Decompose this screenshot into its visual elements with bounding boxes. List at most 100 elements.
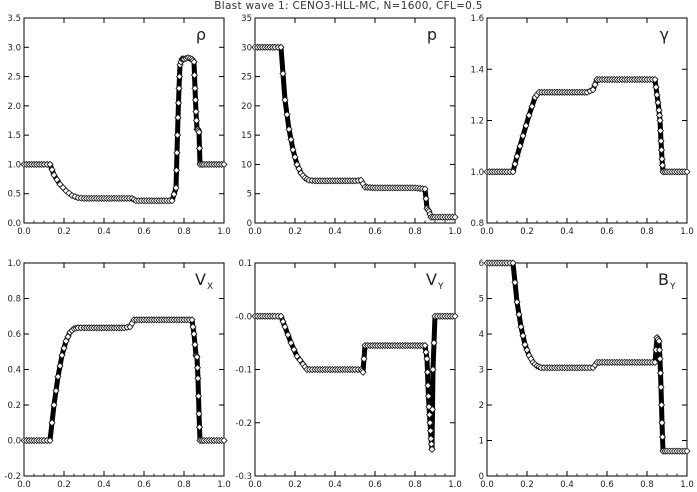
data-point — [190, 71, 199, 79]
data-point — [191, 96, 200, 104]
data-point — [651, 75, 659, 84]
y-tick-label: 0.2 — [7, 401, 21, 411]
data-point — [220, 436, 228, 445]
panel-label: ρ — [196, 25, 206, 44]
data-point — [168, 197, 176, 205]
data-point — [192, 116, 201, 125]
data-point — [430, 339, 438, 347]
data-point — [511, 278, 519, 287]
data-point — [517, 323, 525, 331]
plot-frame — [23, 262, 225, 477]
data-point — [191, 341, 199, 349]
y-tick-label: 30 — [241, 43, 252, 53]
y-tick-label: 2.5 — [7, 73, 21, 83]
data-point — [46, 436, 54, 445]
y-tick-label: 0.1 — [238, 259, 252, 269]
y-tick-label: 0.8 — [7, 295, 21, 305]
x-tick-label: 0.4 — [328, 227, 342, 237]
x-tick-label: 0.6 — [368, 480, 382, 490]
y-tick-label: -0.1 — [235, 366, 252, 376]
data-point — [424, 381, 432, 390]
data-point — [48, 166, 56, 174]
data-point — [290, 345, 298, 354]
data-point — [656, 116, 664, 125]
data-point — [220, 160, 228, 168]
x-tick-label: 0.0 — [248, 480, 262, 490]
panel-sub-label: Y — [437, 282, 444, 292]
data-point — [519, 132, 527, 140]
x-tick-label: 0.4 — [97, 480, 111, 490]
data-point — [658, 419, 666, 427]
y-tick-label: 5 — [247, 190, 252, 200]
panel-2: 0.0 0.2 0.4 0.6 0.8 1.0 0.8 1.0 1.2 1.4 1.6 γ — [470, 14, 693, 237]
data-point — [46, 160, 54, 168]
data-point — [516, 142, 524, 150]
data-point — [190, 330, 198, 338]
data-point — [655, 346, 664, 354]
data-point — [654, 98, 662, 107]
data-point — [173, 131, 182, 139]
data-point — [291, 153, 299, 161]
data-point — [422, 195, 430, 203]
data-point — [192, 108, 200, 116]
data-point — [428, 445, 436, 453]
x-tick-label: 0.8 — [640, 227, 654, 237]
data-point — [58, 351, 66, 359]
x-tick-label: 0.0 — [17, 480, 31, 490]
data-point — [48, 419, 56, 427]
y-tick-label: -0.3 — [235, 472, 252, 482]
data-point — [277, 43, 285, 51]
panel-label: p — [427, 25, 437, 44]
data-point — [511, 160, 519, 168]
y-tick-label: 0 — [247, 219, 252, 229]
data-point — [451, 312, 459, 320]
data-point — [589, 86, 597, 94]
data-point — [653, 91, 661, 99]
data-point — [658, 161, 667, 169]
y-tick-label: 0.5 — [7, 190, 21, 200]
x-tick-label: 0.8 — [408, 480, 422, 490]
y-tick-label: 0 — [479, 472, 484, 482]
y-tick-label: -0.2 — [4, 472, 21, 482]
y-tick-label: 3.5 — [7, 14, 21, 24]
data-point — [426, 419, 434, 427]
y-tick-label: 2 — [479, 401, 484, 411]
x-tick-label: 0.8 — [640, 480, 654, 490]
data-point — [656, 369, 665, 377]
panel-label: γ — [660, 25, 669, 44]
data-point — [289, 146, 297, 154]
x-tick-label: 0.2 — [57, 480, 71, 490]
y-tick-label: 2.0 — [7, 102, 21, 112]
data-point — [525, 111, 533, 119]
data-point — [657, 401, 666, 409]
x-tick-label: 0.8 — [177, 227, 191, 237]
data-point — [519, 332, 527, 340]
y-tick-label: 0.0 — [7, 219, 21, 229]
data-point — [655, 337, 663, 345]
x-tick-label: 0.2 — [288, 480, 302, 490]
data-point — [657, 146, 666, 154]
data-point — [174, 114, 182, 122]
x-tick-label: 0.6 — [368, 227, 382, 237]
data-point — [428, 405, 437, 414]
x-tick-label: 0.2 — [520, 480, 534, 490]
y-tick-label: 6 — [479, 259, 484, 269]
y-tick-label: 3 — [479, 366, 484, 376]
x-tick-label: 0.0 — [480, 227, 494, 237]
x-tick-label: 0.8 — [177, 480, 191, 490]
data-point — [54, 373, 62, 381]
x-tick-label: 0.4 — [560, 480, 574, 490]
x-tick-label: 0.4 — [328, 480, 342, 490]
data-point — [284, 331, 292, 339]
panel-4: 0.0 0.2 0.4 0.6 0.8 1.0 -0.3 -0.2 -0.1 -0.0 0.1 V Y — [235, 259, 461, 490]
y-tick-label: 1 — [479, 437, 484, 447]
y-tick-label: 1.6 — [470, 14, 484, 24]
y-tick-label: 1.0 — [470, 168, 484, 178]
y-tick-label: 0.8 — [470, 219, 484, 229]
data-point — [293, 352, 301, 360]
data-point — [657, 137, 665, 145]
data-point — [195, 423, 204, 431]
data-point — [656, 355, 664, 363]
data-point — [651, 358, 659, 366]
data-point — [195, 410, 203, 418]
